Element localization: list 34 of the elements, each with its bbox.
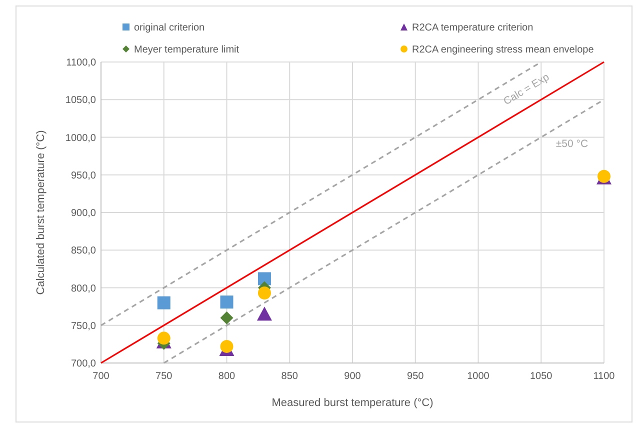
y-tick-label: 950,0 — [70, 170, 96, 182]
y-tick-label: 750,0 — [70, 320, 96, 332]
x-tick-label: 1100 — [593, 371, 616, 382]
x-tick-label: 950 — [407, 371, 424, 382]
point — [258, 272, 271, 286]
x-axis-title: Measured burst temperature (°C) — [272, 397, 434, 409]
x-tick-label: 850 — [281, 371, 298, 382]
y-axis-title: Calculated burst temperature (°C) — [35, 130, 47, 295]
x-tick-label: 750 — [156, 371, 173, 382]
point — [157, 332, 170, 345]
x-tick-label: 1000 — [467, 371, 490, 382]
x-tick-label: 1050 — [530, 371, 553, 382]
x-tick-label: 900 — [344, 371, 362, 382]
y-tick-label: 1050,0 — [65, 95, 96, 106]
y-tick-label: 900,0 — [70, 208, 96, 219]
legend-label: R2CA engineering stress mean envelope — [412, 44, 594, 56]
legend-label: R2CA temperature criterion — [412, 22, 534, 34]
point — [258, 286, 271, 300]
point — [256, 306, 272, 321]
legend-label: Meyer temperature limit — [134, 44, 240, 56]
annotation: ±50 °C — [556, 138, 588, 150]
x-tick-label: 800 — [218, 371, 236, 382]
y-tick-label: 800,0 — [70, 283, 96, 294]
y-tick-label: 1000,0 — [65, 132, 96, 144]
y-tick-label: 700,0 — [70, 358, 96, 370]
x-tick-label: 700 — [92, 371, 110, 382]
point — [157, 296, 170, 310]
y-tick-label: 850,0 — [70, 246, 96, 257]
point — [220, 296, 234, 309]
point — [220, 311, 234, 324]
point — [220, 340, 234, 353]
legend-label: original criterion — [134, 22, 205, 34]
annotation: Calc = Exp — [501, 71, 552, 108]
y-tick-label: 1100,0 — [66, 58, 96, 68]
